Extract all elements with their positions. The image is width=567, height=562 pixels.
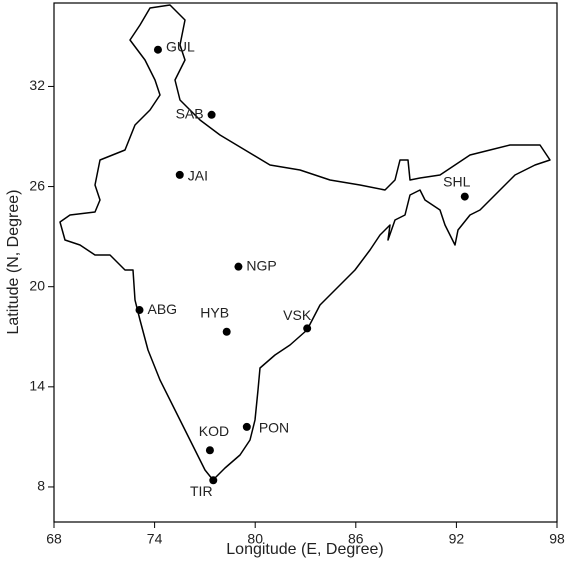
x-axis-title: Longitude (E, Degree) xyxy=(226,541,383,558)
y-tick-label: 8 xyxy=(37,478,45,494)
station-label: GUL xyxy=(166,38,195,54)
india-outline xyxy=(59,4,551,481)
y-tick-label: 32 xyxy=(29,77,45,93)
y-tick-label: 20 xyxy=(29,277,45,293)
station-point xyxy=(207,110,216,119)
station-label: SHL xyxy=(443,173,470,189)
station-label: SAB xyxy=(176,106,204,122)
station-point xyxy=(209,476,218,485)
x-tick-label: 86 xyxy=(348,531,364,547)
x-tick-label: 74 xyxy=(147,531,163,547)
station-point xyxy=(205,446,214,455)
station-point xyxy=(153,45,162,54)
x-tick-label: 92 xyxy=(449,531,465,547)
x-tick-label: 68 xyxy=(46,531,62,547)
x-tick-label: 80 xyxy=(247,531,263,547)
station-label: ABG xyxy=(148,301,178,317)
y-tick-label: 14 xyxy=(29,378,45,394)
y-axis-title: Latitude (N, Degree) xyxy=(5,190,22,335)
station-point xyxy=(222,327,231,336)
x-tick-label: 98 xyxy=(549,531,565,547)
station-label: HYB xyxy=(200,304,229,320)
station-point xyxy=(460,192,469,201)
station-label: NGP xyxy=(246,257,276,273)
y-tick-label: 26 xyxy=(29,177,45,193)
station-point xyxy=(242,422,251,431)
station-point xyxy=(135,306,144,315)
station-label: JAI xyxy=(188,168,208,184)
station-point xyxy=(303,324,312,333)
station-point xyxy=(175,170,184,179)
station-point xyxy=(234,262,243,271)
station-label: KOD xyxy=(199,423,229,439)
station-label: TIR xyxy=(190,483,213,499)
plot-frame xyxy=(53,2,558,523)
station-label: VSK xyxy=(283,307,312,323)
station-label: PON xyxy=(259,420,289,436)
